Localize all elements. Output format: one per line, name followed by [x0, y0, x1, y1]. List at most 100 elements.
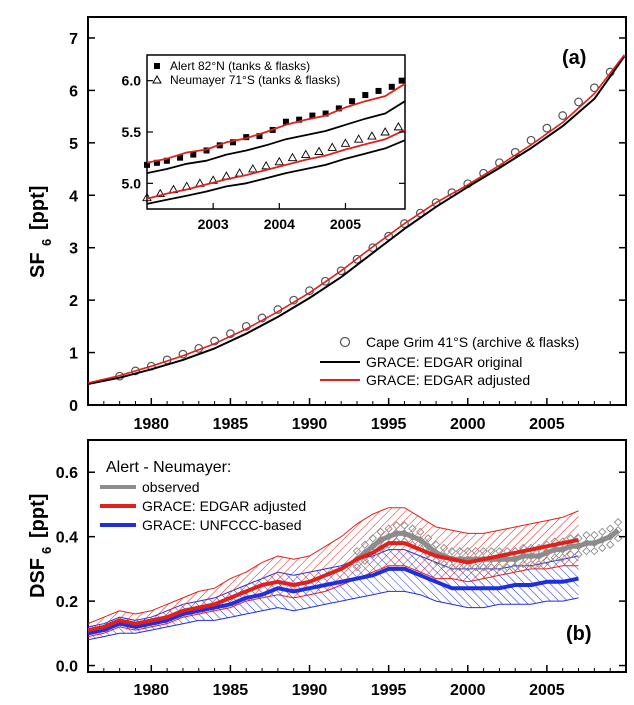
- panel-b-ytick-label: 0.4: [56, 530, 78, 547]
- observed-point: [392, 529, 401, 538]
- inset-legend: Alert 82°N (tanks & flasks) Neumayer 71°…: [152, 59, 340, 87]
- inset-legend-label-neumayer: Neumayer 71°S (tanks & flasks): [170, 73, 340, 87]
- legend-label-observed: observed: [142, 479, 200, 495]
- panel-a-ylabel-unit: [ppt]: [27, 186, 49, 230]
- observed-point: [408, 524, 417, 533]
- panel-a-ytick-label: 4: [69, 188, 78, 205]
- observed-point: [400, 529, 409, 538]
- observed-point: [479, 563, 488, 572]
- observed-point: [424, 542, 433, 551]
- observed-point: [463, 563, 472, 572]
- observed-point: [574, 550, 583, 559]
- panel-b-xtick-label: 2005: [529, 682, 565, 699]
- alert-point: [375, 87, 382, 94]
- inset-legend-marker-alert: [154, 63, 160, 69]
- panel-b-ylabel: DSF 6 [ppt]: [27, 494, 54, 598]
- alert-point: [349, 98, 356, 105]
- panel-b-ylabel-main: DSF: [27, 558, 49, 598]
- cape-grim-point: [558, 111, 568, 120]
- edgar-adjusted-band-upper: [87, 507, 579, 625]
- panel-a-ylabel: SF 6 [ppt]: [27, 186, 54, 278]
- neumayer-point: [314, 146, 324, 155]
- observed-point: [487, 547, 496, 556]
- observed-point: [471, 547, 480, 556]
- panel-a-legend: Cape Grim 41°S (archive & flasks) GRACE:…: [320, 334, 579, 388]
- inset-frame: [146, 54, 406, 210]
- inset-line-alert-adjusted: [146, 82, 406, 164]
- observed-point: [487, 563, 496, 572]
- observed-point: [526, 551, 536, 561]
- observed-point: [503, 555, 512, 564]
- alert-point: [243, 134, 250, 141]
- observed-point: [384, 532, 393, 541]
- alert-point: [190, 151, 197, 158]
- observed-point: [558, 553, 567, 562]
- panel-b-ytick-label: 0.6: [56, 465, 78, 482]
- observed-point: [574, 542, 583, 551]
- observed-point: [471, 563, 480, 572]
- inset-xtick-label: 2004: [264, 216, 295, 232]
- observed-point: [439, 543, 449, 553]
- edgar-adjusted-band-lower: [87, 565, 579, 638]
- alert-point: [322, 110, 329, 117]
- observed-point: [447, 547, 457, 556]
- series-line-b-edgar-adjusted: [87, 537, 579, 633]
- panel-b-xtick-label: 2000: [450, 682, 486, 699]
- legend-label-b-edgar-adjusted: GRACE: EDGAR adjusted: [142, 498, 306, 514]
- observed-point: [511, 555, 520, 564]
- legend-marker-cape-grim: [339, 336, 351, 348]
- observed-point: [400, 521, 409, 530]
- observed-point: [503, 563, 512, 572]
- observed-point: [479, 547, 488, 556]
- panel-a-xtick-label: 1985: [213, 416, 249, 433]
- observed-point: [542, 548, 552, 557]
- neumayer-point: [155, 188, 166, 198]
- inset-xtick-label: 2003: [198, 216, 229, 232]
- panel-a-ytick-label: 6: [69, 83, 78, 100]
- neumayer-point: [142, 192, 152, 202]
- observed-point: [368, 534, 377, 543]
- legend-label-edgar-adjusted: GRACE: EDGAR adjusted: [366, 372, 530, 388]
- panel-b-xtick-label: 1980: [133, 682, 169, 699]
- panel-a-xtick-label: 2005: [529, 416, 565, 433]
- observed-point: [606, 540, 615, 549]
- inset-ytick-label: 5.0: [122, 175, 142, 191]
- panel-b-xtick-label: 1985: [213, 682, 249, 699]
- observed-point: [416, 535, 425, 545]
- observed-point: [352, 547, 362, 556]
- observed-point: [550, 553, 559, 562]
- observed-point: [352, 563, 362, 572]
- observed-point: [511, 563, 520, 572]
- inset-chart: 2003 2004 2005 5.0 5.5 6.0 Alert 82°N (tanks…: [122, 54, 406, 232]
- panel-a-xtick-label: 1995: [371, 416, 407, 433]
- observed-point: [519, 559, 528, 569]
- inset-xtick-label: 2005: [330, 216, 361, 232]
- alert-point: [309, 112, 316, 119]
- cape-grim-point: [542, 123, 552, 133]
- observed-point: [495, 563, 504, 572]
- observed-point: [455, 563, 464, 572]
- inset-legend-label-alert: Alert 82°N (tanks & flasks): [170, 59, 310, 73]
- inset-line-alert-original: [146, 100, 406, 174]
- neumayer-point: [300, 149, 311, 159]
- observed-point: [550, 545, 559, 554]
- series-line-unfccc: [87, 566, 579, 636]
- alert-point: [256, 133, 263, 140]
- observed-point: [582, 538, 591, 548]
- neumayer-point: [367, 131, 377, 140]
- panel-b: 1980 1985 1990 1995 2000 2005 0.0 0.2 0.4 0.6 (b…: [27, 439, 627, 699]
- neumayer-point: [287, 152, 298, 162]
- observed-point: [439, 559, 449, 569]
- observed-point: [526, 559, 536, 569]
- panel-a-ylabel-main: SF: [27, 252, 49, 278]
- observed-point: [368, 542, 377, 551]
- observed-point: [542, 556, 552, 565]
- panel-b-xtick-label: 1990: [292, 682, 328, 699]
- inset-line-neumayer-adjusted: [146, 129, 406, 200]
- panel-b-ytick-label: 0.0: [56, 659, 78, 676]
- observed-point: [613, 534, 623, 543]
- panel-a-ylabel-sub: 6: [39, 239, 54, 246]
- alert-point: [203, 147, 210, 154]
- alert-point: [230, 139, 236, 146]
- observed-point: [376, 527, 385, 536]
